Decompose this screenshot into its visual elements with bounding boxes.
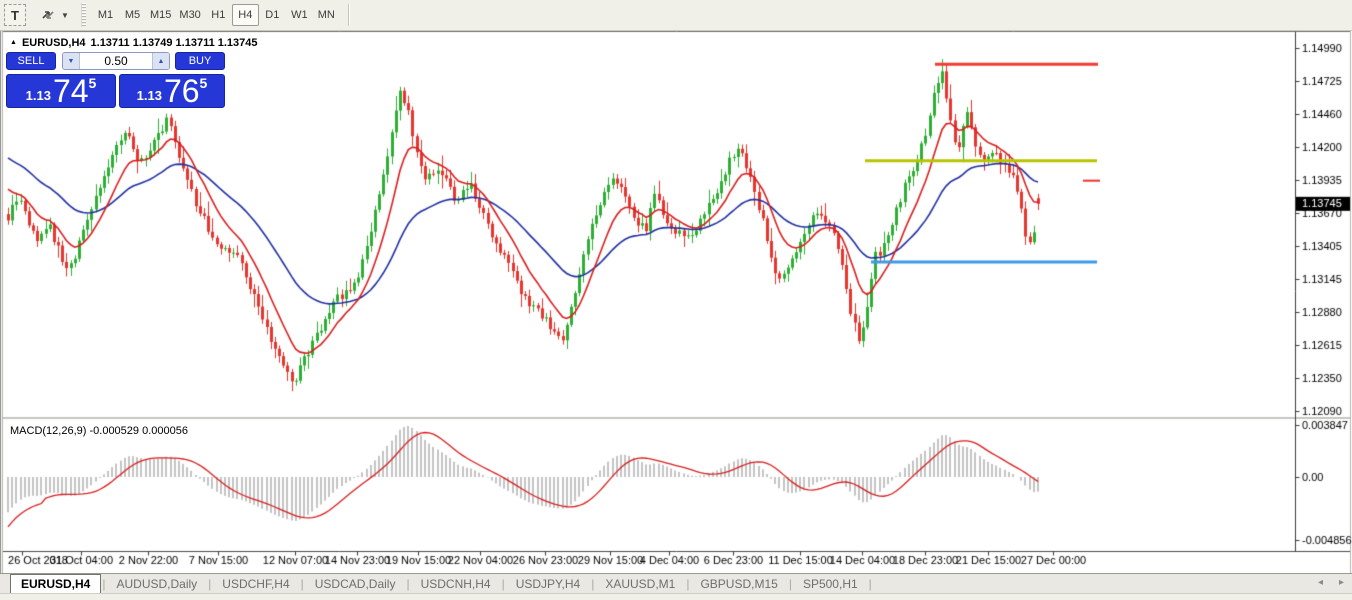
- toolbar-grip[interactable]: [81, 3, 86, 27]
- tab-separator: |: [406, 576, 410, 591]
- chart-tab-xauusd-m1[interactable]: XAUUSD,M1: [605, 577, 676, 591]
- volume-input[interactable]: 0.50: [80, 53, 152, 69]
- tabs-scroll-left-icon[interactable]: ◂: [1317, 577, 1323, 588]
- volume-increase-button[interactable]: ▲: [152, 53, 169, 69]
- timeframe-buttons: M1 M5 M15 M30 H1 H4 D1 W1 MN: [92, 4, 340, 26]
- chart-tab-audusd-daily[interactable]: AUDUSD,Daily: [116, 577, 198, 591]
- sell-button[interactable]: SELL: [6, 52, 56, 70]
- toolbar: T ▼ M1 M5 M15 M30 H1 H4 D1 W1 MN: [0, 0, 1352, 31]
- tab-separator: |: [788, 576, 792, 591]
- timeframe-button-m15[interactable]: M15: [150, 9, 172, 21]
- buy-price-sup: 5: [199, 75, 208, 91]
- chart-tab-eurusd-h4[interactable]: EURUSD,H4: [10, 574, 102, 593]
- volume-decrease-button[interactable]: ▼: [63, 53, 80, 69]
- buy-price-display[interactable]: 1.13 76 5: [119, 74, 225, 108]
- one-click-trading-panel: SELL ▼ 0.50 ▲ BUY 1.13 74 5 1.13 76 5: [6, 52, 225, 108]
- timeframe-button-mn[interactable]: MN: [317, 9, 335, 21]
- chart-tab-usdchf-h4[interactable]: USDCHF,H4: [222, 577, 290, 591]
- timeframe-button-h1[interactable]: H1: [211, 9, 226, 21]
- collapse-triangle-icon[interactable]: ▲: [10, 38, 17, 46]
- tab-separator: |: [501, 576, 505, 591]
- chart-ohlc-values: 1.13711 1.13749 1.13711 1.13745: [90, 37, 258, 49]
- status-bar: [0, 593, 1352, 600]
- timeframe-button-m1[interactable]: M1: [97, 9, 114, 21]
- chart-workspace: ▲ EURUSD,H4 1.13711 1.13749 1.13711 1.13…: [0, 31, 1352, 573]
- timeframe-button-h4[interactable]: H4: [231, 4, 259, 26]
- volume-stepper: ▼ 0.50 ▲: [62, 52, 170, 70]
- macd-value-signal: 0.000056: [142, 425, 188, 437]
- macd-name: MACD(12,26,9): [10, 425, 87, 437]
- buy-price-big: 76: [163, 72, 200, 109]
- sell-price-prefix: 1.13: [25, 88, 51, 103]
- tab-separator: |: [591, 576, 595, 591]
- chart-tab-bar: EURUSD,H4 | AUDUSD,Daily | USDCHF,H4 | USDCAD,…: [0, 573, 1352, 593]
- tab-separator: |: [300, 576, 304, 591]
- sell-price-big: 74: [52, 72, 89, 109]
- macd-indicator-label: MACD(12,26,9) -0.000529 0.000056: [10, 425, 188, 437]
- buy-button[interactable]: BUY: [175, 52, 225, 70]
- text-tool-icon[interactable]: T: [4, 4, 26, 26]
- timeframe-button-m5[interactable]: M5: [124, 9, 141, 21]
- chart-canvas[interactable]: [0, 31, 1352, 573]
- sell-price-sup: 5: [88, 75, 97, 91]
- chart-tab-usdcad-daily[interactable]: USDCAD,Daily: [314, 577, 396, 591]
- chart-title: ▲ EURUSD,H4 1.13711 1.13749 1.13711 1.13…: [10, 37, 258, 49]
- tab-separator: |: [208, 576, 212, 591]
- tabs-scroll-right-icon[interactable]: ▸: [1338, 577, 1344, 588]
- tab-separator: |: [102, 576, 106, 591]
- chart-tab-gbpusd-m15[interactable]: GBPUSD,M15: [700, 577, 778, 591]
- chart-tab-usdjpy-h4[interactable]: USDJPY,H4: [515, 577, 581, 591]
- arrange-arrows-icon[interactable]: [36, 4, 60, 26]
- buy-price-prefix: 1.13: [136, 88, 162, 103]
- sell-price-display[interactable]: 1.13 74 5: [6, 74, 116, 108]
- timeframe-button-w1[interactable]: W1: [291, 9, 308, 21]
- chart-tab-sp500-h1[interactable]: SP500,H1: [802, 577, 858, 591]
- timeframe-button-d1[interactable]: D1: [265, 9, 280, 21]
- tab-nav: ◂ ▸: [1318, 577, 1344, 588]
- timeframe-button-m30[interactable]: M30: [179, 9, 201, 21]
- dropdown-caret-icon[interactable]: ▼: [61, 10, 69, 20]
- tab-separator: |: [868, 576, 872, 591]
- toolbar-separator: [347, 4, 349, 26]
- macd-value-main: -0.000529: [89, 425, 140, 437]
- chart-tab-usdcnh-h4[interactable]: USDCNH,H4: [420, 577, 491, 591]
- chart-symbol-period: EURUSD,H4: [21, 37, 86, 49]
- tab-separator: |: [686, 576, 690, 591]
